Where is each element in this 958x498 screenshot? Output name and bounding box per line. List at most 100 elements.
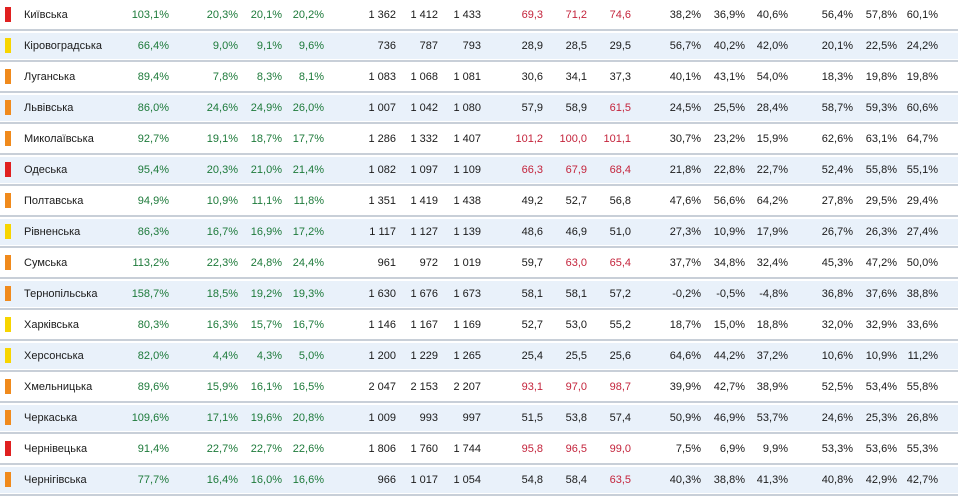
table-cell: 29,5 (609, 40, 631, 52)
region-marker (5, 410, 11, 425)
table-cell: 1 009 (368, 412, 396, 424)
region-marker (5, 317, 11, 332)
region-marker (5, 7, 11, 22)
row-divider (0, 91, 958, 93)
table-cell: 57,8% (865, 9, 897, 21)
table-cell: 95,4% (137, 164, 169, 176)
table-cell: 93,1 (521, 381, 543, 393)
table-cell: 64,6% (669, 350, 701, 362)
table-cell: 2 047 (368, 381, 396, 393)
table-cell: 58,1 (521, 288, 543, 300)
table-cell: 68,4 (609, 164, 631, 176)
table-cell: 40,1% (669, 71, 701, 83)
table-cell: 98,7 (609, 381, 631, 393)
table-cell: 18,7% (250, 133, 282, 145)
row-divider (0, 122, 958, 124)
table-cell: 7,5% (675, 443, 701, 455)
table-cell: 38,2% (669, 9, 701, 21)
table-cell: 40,8% (821, 474, 853, 486)
table-cell: 29,4% (906, 195, 938, 207)
table-row: Херсонська 82,0% 4,4% 4,3% 5,0% 1 200 1 229 1 2… (0, 341, 958, 372)
table-cell: 54,0% (756, 71, 788, 83)
table-cell: 961 (377, 257, 396, 269)
table-cell: 101,2 (515, 133, 543, 145)
table-cell: 1 419 (410, 195, 438, 207)
table-cell: 11,1% (251, 195, 282, 207)
region-marker (5, 379, 11, 394)
table-cell: 28,4% (756, 102, 788, 114)
table-cell: 38,9% (756, 381, 788, 393)
table-cell: 28,9 (521, 40, 543, 52)
table-cell: 89,6% (137, 381, 169, 393)
table-cell: 1 229 (410, 350, 438, 362)
row-divider (0, 246, 958, 248)
table-cell: 24,5% (669, 102, 701, 114)
table-cell: 48,6 (521, 226, 543, 238)
table-cell: 1 265 (453, 350, 481, 362)
table-cell: 736 (377, 40, 396, 52)
table-cell: 54,8 (521, 474, 543, 486)
table-cell: 16,5% (292, 381, 324, 393)
region-name: Миколаївська (24, 133, 94, 145)
region-name: Одеська (24, 164, 68, 176)
table-cell: 966 (377, 474, 396, 486)
table-cell: 21,8% (669, 164, 701, 176)
table-cell: 92,7% (137, 133, 169, 145)
table-cell: 19,6% (250, 412, 282, 424)
table-cell: 77,7% (137, 474, 169, 486)
table-cell: 1 351 (368, 195, 396, 207)
table-cell: 19,2% (250, 288, 282, 300)
table-cell: 65,4 (609, 257, 631, 269)
table-row: Сумська 113,2% 22,3% 24,8% 24,4% 961 972 1 019 5… (0, 248, 958, 279)
row-divider (0, 60, 958, 62)
table-cell: 53,6% (865, 443, 897, 455)
table-cell: 8,3% (256, 71, 282, 83)
region-name: Рівненська (24, 226, 81, 238)
table-cell: 21,0% (250, 164, 282, 176)
table-cell: 11,2% (907, 350, 938, 362)
table-cell: -4,8% (759, 288, 788, 300)
table-cell: 59,7 (521, 257, 543, 269)
table-cell: 28,5 (565, 40, 587, 52)
table-cell: 42,9% (865, 474, 897, 486)
table-cell: 42,7% (906, 474, 938, 486)
table-cell: 158,7% (131, 288, 169, 300)
table-row: Черкаська 109,6% 17,1% 19,6% 20,8% 1 009 993 99… (0, 403, 958, 434)
table-cell: 30,6 (521, 71, 543, 83)
table-cell: 64,7% (906, 133, 938, 145)
table-cell: 27,8% (821, 195, 853, 207)
table-cell: 26,8% (906, 412, 938, 424)
table-cell: 1 083 (368, 71, 396, 83)
table-cell: 27,4% (906, 226, 938, 238)
table-cell: 22,8% (713, 164, 745, 176)
table-cell: 58,9 (565, 102, 587, 114)
table-cell: 40,6% (756, 9, 788, 21)
region-marker (5, 472, 11, 487)
table-cell: 50,0% (906, 257, 938, 269)
table-cell: 20,3% (206, 164, 238, 176)
table-cell: 55,8% (865, 164, 897, 176)
table-cell: 52,4% (821, 164, 853, 176)
table-cell: 103,1% (131, 9, 169, 21)
table-cell: 52,5% (821, 381, 853, 393)
table-cell: 15,0% (713, 319, 745, 331)
table-cell: 22,7% (206, 443, 238, 455)
table-cell: 44,2% (713, 350, 745, 362)
table-cell: 16,0% (250, 474, 282, 486)
table-cell: 94,9% (137, 195, 169, 207)
table-cell: 1 081 (453, 71, 481, 83)
table-cell: 23,2% (713, 133, 745, 145)
row-divider (0, 401, 958, 403)
table-cell: 16,9% (250, 226, 282, 238)
table-cell: 24,9% (250, 102, 282, 114)
table-cell: 9,1% (256, 40, 282, 52)
table-cell: 1 169 (453, 319, 481, 331)
table-cell: 36,8% (821, 288, 853, 300)
table-cell: 53,3% (821, 443, 853, 455)
table-cell: 64,2% (756, 195, 788, 207)
region-marker (5, 193, 11, 208)
table-cell: 10,9% (713, 226, 745, 238)
table-row: Тернопільська 158,7% 18,5% 19,2% 19,3% 1 630 1… (0, 279, 958, 310)
table-cell: 58,1 (565, 288, 587, 300)
region-name: Луганська (24, 71, 76, 83)
